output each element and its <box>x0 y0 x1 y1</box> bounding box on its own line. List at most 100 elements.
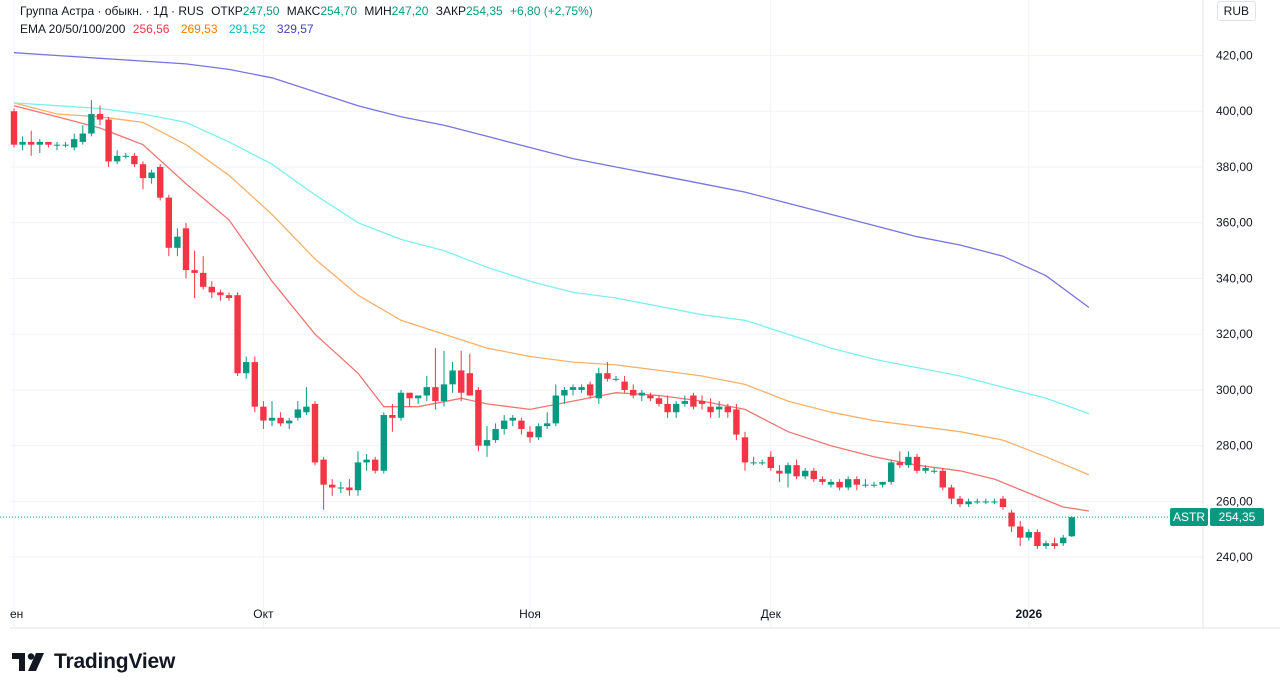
candle <box>767 451 774 471</box>
candle-body <box>690 395 697 407</box>
ema-legend[interactable]: EMA 20/50/100/200 256,56 269,53 291,52 3… <box>20 21 314 37</box>
candle <box>458 350 465 402</box>
candle-body <box>939 470 946 488</box>
candle-body <box>509 417 516 421</box>
candle-body <box>389 415 396 418</box>
candle-body <box>1008 512 1015 527</box>
candle-body <box>931 470 938 472</box>
candle <box>759 459 766 466</box>
price-axis[interactable]: 240,00 260,00 280,00 300,00 320,00 340,00 360,… <box>1216 49 1253 565</box>
candle-body <box>225 295 233 298</box>
y-tick-label: 400,00 <box>1216 104 1253 118</box>
candle-body <box>1068 517 1075 537</box>
y-tick-label: 300,00 <box>1216 383 1253 397</box>
candle <box>363 454 370 471</box>
candle-body <box>724 406 731 413</box>
ema-lines <box>13 52 1090 512</box>
candle-body <box>587 384 594 396</box>
candle-body <box>71 139 78 148</box>
high-value: 254,70 <box>320 4 358 18</box>
candle <box>191 250 198 298</box>
candle-body <box>79 133 86 142</box>
candle <box>423 376 430 402</box>
candle-body <box>535 426 542 438</box>
candle <box>948 484 955 505</box>
candle-body <box>320 459 327 485</box>
candle <box>621 376 628 393</box>
candle-body <box>363 459 370 463</box>
candle-body <box>139 164 147 179</box>
candle <box>595 367 602 404</box>
candle-body <box>200 272 207 287</box>
currency-button[interactable]: RUB <box>1216 1 1256 21</box>
candle-body <box>664 403 671 413</box>
candle-body <box>733 409 740 435</box>
candle <box>1017 520 1024 547</box>
candle <box>217 289 224 301</box>
candle <box>673 401 680 418</box>
y-tick-label: 320,00 <box>1216 327 1253 341</box>
candle-body <box>845 479 852 488</box>
candle <box>819 476 826 485</box>
candle-body <box>621 381 628 390</box>
candle-body <box>19 141 26 145</box>
candle <box>1068 516 1075 538</box>
candle <box>174 228 181 257</box>
candle-body <box>1042 543 1050 547</box>
candle-body <box>991 501 998 503</box>
candle <box>10 108 18 148</box>
candle-body <box>561 389 568 396</box>
candle <box>251 356 258 413</box>
candle-body <box>862 484 869 486</box>
candle <box>802 467 809 480</box>
candle <box>501 415 508 435</box>
candle <box>88 100 95 137</box>
candle-body <box>810 470 817 480</box>
candle <box>466 353 473 396</box>
candle-body <box>131 155 138 165</box>
candle <box>793 459 800 480</box>
candle-body <box>406 392 413 399</box>
candle <box>234 292 241 377</box>
y-tick-label: 240,00 <box>1216 550 1253 564</box>
candle <box>71 133 78 151</box>
candle-body <box>458 370 465 393</box>
candle <box>518 417 525 435</box>
candle <box>535 423 542 441</box>
candle-body <box>243 362 250 374</box>
time-axis[interactable]: ен Окт Ноя Дек 2026 <box>10 607 1042 621</box>
candle <box>827 479 835 488</box>
candle-body <box>268 417 276 421</box>
candle <box>105 116 112 167</box>
candle <box>243 356 250 379</box>
candle-body <box>449 370 456 385</box>
x-tick-label: 2026 <box>1015 607 1042 621</box>
candle-body <box>896 462 903 466</box>
tradingview-logo[interactable]: TradingView <box>12 650 175 674</box>
candlesticks <box>10 100 1075 549</box>
symbol-title[interactable]: Группа Астра · обыкн. · 1Д · RUS <box>20 4 204 18</box>
candle <box>311 401 319 466</box>
candle <box>879 481 886 488</box>
candle-body <box>784 465 792 474</box>
x-tick-label: Ноя <box>519 607 541 621</box>
candle-body <box>337 487 344 489</box>
candle-body <box>36 141 43 145</box>
candle-body <box>948 487 955 499</box>
candle-body <box>191 270 198 273</box>
candle-body <box>647 395 654 399</box>
candle-body <box>105 119 112 162</box>
candle-body <box>870 484 878 486</box>
candle <box>1051 537 1058 549</box>
candle-body <box>122 155 129 157</box>
candle-body <box>793 465 800 477</box>
candle-body <box>62 144 69 146</box>
candle <box>380 412 387 474</box>
candle-body <box>750 462 757 464</box>
ema50-value: 269,53 <box>180 22 218 36</box>
candle <box>1034 529 1041 549</box>
candle <box>922 465 929 474</box>
candle-body <box>432 387 439 402</box>
y-tick-label: 380,00 <box>1216 160 1253 174</box>
